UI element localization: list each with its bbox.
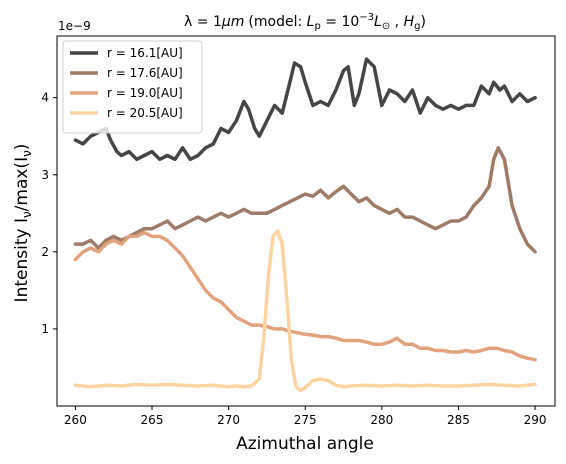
y-axis-ticks: 1 2 3 4 <box>41 91 57 336</box>
y-tick-label: 1 <box>41 322 49 336</box>
legend-entry-label: r = 17.6[AU] <box>107 66 183 80</box>
x-tick-label: 265 <box>141 413 164 427</box>
legend: r = 16.1[AU] r = 17.6[AU] r = 19.0[AU] r = … <box>62 40 203 134</box>
x-tick-label: 290 <box>524 413 547 427</box>
y-tick-label: 2 <box>41 245 49 259</box>
x-tick-label: 275 <box>294 413 317 427</box>
plot-frame <box>56 35 556 407</box>
x-tick-label: 270 <box>217 413 240 427</box>
legend-box <box>62 40 203 134</box>
y-tick-label: 4 <box>41 91 49 105</box>
y-offset-text: 1e−9 <box>58 19 91 33</box>
series-line-3 <box>73 230 537 362</box>
x-axis-label: Azimuthal angle <box>236 434 374 454</box>
legend-entry-label: r = 16.1[AU] <box>107 46 183 60</box>
series-line-4 <box>73 229 537 393</box>
y-tick-label: 3 <box>41 168 49 182</box>
legend-entry-label: r = 20.5[AU] <box>107 106 183 120</box>
series-line-1 <box>73 57 537 162</box>
x-tick-label: 260 <box>64 413 87 427</box>
legend-entry-label: r = 19.0[AU] <box>107 86 183 100</box>
series-layer <box>73 57 537 393</box>
y-axis-label: Intensity Iν/max(Iν) <box>12 144 34 303</box>
x-tick-label: 280 <box>370 413 393 427</box>
series-line-2 <box>73 146 537 254</box>
chart-title: λ = 1μm (model: Lp = 10−3L⊙ , Hg) <box>184 12 426 32</box>
x-axis-ticks: 260 265 270 275 280 285 290 <box>64 406 547 427</box>
x-tick-label: 285 <box>447 413 470 427</box>
